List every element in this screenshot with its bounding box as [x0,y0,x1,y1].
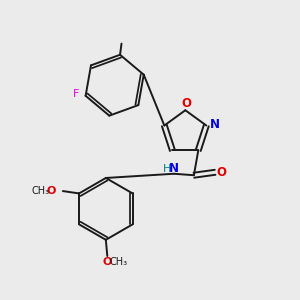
Text: N: N [210,118,220,131]
Text: O: O [216,166,226,179]
Text: O: O [181,97,191,110]
Text: F: F [73,89,80,99]
Text: CH₃: CH₃ [110,257,128,268]
Text: CH₃: CH₃ [32,186,50,196]
Text: O: O [47,186,56,196]
Text: O: O [103,257,112,268]
Text: H: H [163,164,172,174]
Text: N: N [169,162,178,175]
